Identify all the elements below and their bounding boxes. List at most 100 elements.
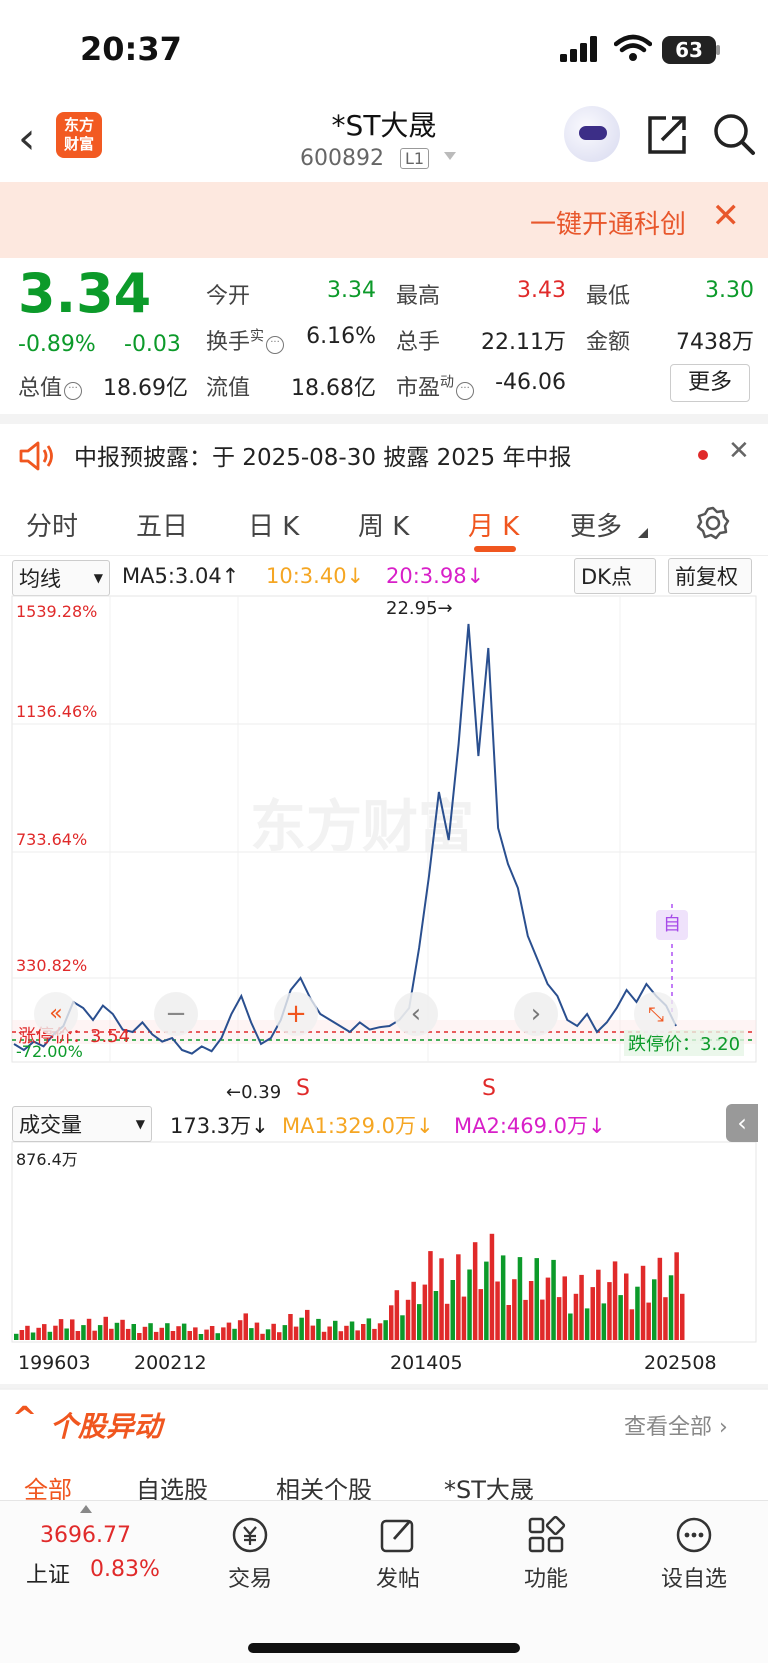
more-dots-icon — [676, 1517, 712, 1553]
battery-level: 63 — [662, 36, 716, 64]
fullscreen-button[interactable]: ⤡ — [634, 992, 678, 1036]
volume-bar — [472, 1242, 478, 1340]
unread-dot — [698, 450, 708, 460]
quote-label-amount: 金额 — [586, 330, 631, 355]
tab-daily-k[interactable]: 日 K — [248, 512, 300, 542]
volume-bar — [42, 1324, 47, 1340]
subtab-related[interactable]: 相关个股 — [276, 1476, 372, 1502]
volume-bar — [562, 1276, 567, 1340]
movers-title: 个股异动 — [50, 1410, 163, 1443]
index-value[interactable]: 3696.77 — [40, 1523, 131, 1548]
last-price: 3.34 — [18, 262, 152, 325]
search-icon[interactable] — [712, 112, 756, 156]
subtab-all[interactable]: 全部 — [24, 1476, 72, 1502]
volume-bar — [19, 1330, 25, 1340]
volume-bar — [198, 1334, 204, 1340]
scroll-right-button[interactable]: › — [514, 992, 558, 1036]
tab-monthly-k[interactable]: 月 K — [468, 512, 520, 542]
trade-button[interactable]: 交易 — [200, 1515, 300, 1593]
post-button[interactable]: 发帖 — [348, 1515, 448, 1593]
change-percent: -0.89% — [18, 332, 96, 357]
promo-close-button[interactable]: ✕ — [711, 196, 741, 236]
volume-bar — [674, 1252, 679, 1340]
volume-bar — [534, 1258, 539, 1340]
index-name[interactable]: 上证 — [26, 1563, 71, 1588]
change-amount: -0.03 — [124, 332, 181, 357]
subtab-stock[interactable]: *ST大晟 — [444, 1476, 534, 1502]
add-watchlist-button[interactable]: 设自选 — [644, 1515, 744, 1593]
cellular-signal-icon — [560, 36, 597, 62]
volume-bar — [444, 1303, 450, 1340]
notice-close-button[interactable]: ✕ — [728, 436, 750, 466]
volume-bar — [153, 1331, 159, 1340]
notice-bar[interactable]: 中报预披露：于 2025-08-30 披露 2025 年中报 ✕ — [0, 424, 768, 488]
quote-value-turnover: 6.16% — [306, 324, 376, 349]
volume-bar — [137, 1333, 142, 1340]
promo-text[interactable]: 一键开通科创 — [529, 210, 686, 240]
volume-bar — [573, 1293, 579, 1340]
volume-bar — [618, 1295, 623, 1340]
notice-text[interactable]: 中报预披露：于 2025-08-30 披露 2025 年中报 — [74, 445, 572, 471]
volume-bar — [310, 1325, 316, 1340]
quote-label-mktcap: 总值 ··· — [18, 370, 83, 402]
ma-indicator-select[interactable]: 均线 ▼ — [12, 560, 110, 596]
kline-chart-area[interactable]: 均线 ▼ MA5:3.04↑ 10:3.40↓ 20:3.98↓ DK点 前复权 … — [0, 556, 768, 1396]
volume-bar — [411, 1281, 416, 1340]
volume-bar — [249, 1328, 254, 1340]
volume-bar — [495, 1281, 500, 1340]
volume-bar — [428, 1251, 433, 1340]
tab-five-day[interactable]: 五日 — [136, 512, 189, 542]
volume-bar — [30, 1332, 36, 1340]
price-line — [13, 623, 677, 1055]
back-chevron-icon[interactable]: ‹ — [18, 113, 36, 164]
volume-bar — [75, 1331, 81, 1340]
edit-icon — [380, 1519, 414, 1553]
volume-bar — [417, 1304, 422, 1340]
promo-banner[interactable]: 一键开通科创 ✕ — [0, 182, 768, 258]
tab-weekly-k[interactable]: 周 K — [358, 512, 410, 542]
y-label-4: 330.82% — [16, 956, 88, 975]
volume-bar — [277, 1332, 282, 1340]
self-select-tag[interactable]: 自 — [656, 910, 688, 940]
volume-indicator-select[interactable]: 成交量 ▼ — [12, 1106, 152, 1142]
quote-value-volume: 22.11万 — [481, 330, 566, 355]
index-change[interactable]: 0.83% — [90, 1557, 160, 1582]
battery-cap — [716, 45, 720, 55]
vol-ma1-value: MA1:329.0万↓ — [282, 1114, 434, 1138]
volume-bar — [528, 1281, 534, 1340]
volume-bar — [450, 1280, 455, 1340]
volume-bar — [321, 1331, 327, 1340]
expand-caret-icon[interactable] — [80, 1505, 92, 1513]
gear-icon[interactable] — [696, 506, 730, 540]
subtab-watchlist[interactable]: 自选股 — [136, 1476, 208, 1502]
volume-bar — [120, 1319, 125, 1340]
code-dropdown-icon[interactable] — [444, 152, 456, 160]
scroll-left-button[interactable]: ‹ — [394, 992, 438, 1036]
volume-bar — [377, 1323, 383, 1340]
x-label: 200212 — [134, 1352, 207, 1374]
volume-bar — [176, 1326, 181, 1340]
quote-more-button[interactable]: 更多 — [670, 364, 750, 402]
view-all-link[interactable]: 查看全部 › — [624, 1415, 728, 1440]
volume-bar — [596, 1269, 601, 1340]
tab-intraday[interactable]: 分时 — [26, 512, 79, 542]
tab-more[interactable]: 更多 — [570, 512, 623, 542]
zoom-in-button[interactable]: + — [274, 992, 318, 1036]
zoom-out-button[interactable]: − — [154, 992, 198, 1036]
share-icon[interactable] — [646, 114, 688, 156]
collapse-panel-button[interactable]: ‹ — [726, 1104, 758, 1142]
volume-bar — [640, 1265, 646, 1340]
volume-bar — [500, 1255, 506, 1340]
x-label: 199603 — [18, 1352, 91, 1374]
functions-button[interactable]: 功能 — [496, 1515, 596, 1593]
volume-bar — [243, 1313, 248, 1340]
scroll-left-fast-button[interactable]: « — [34, 992, 78, 1036]
volume-bar — [159, 1327, 164, 1340]
adjust-button[interactable]: 前复权 — [668, 558, 752, 594]
dk-point-button[interactable]: DK点 — [574, 558, 656, 594]
quote-value-amount: 7438万 — [676, 330, 754, 355]
volume-bar — [125, 1328, 131, 1340]
stock-code: 600892 — [300, 146, 384, 171]
bottom-toolbar: 3696.77 上证 0.83% 交易 发帖 功能 设自选 — [0, 1500, 768, 1663]
collapse-chevron-icon[interactable]: ^ — [12, 1401, 38, 1436]
